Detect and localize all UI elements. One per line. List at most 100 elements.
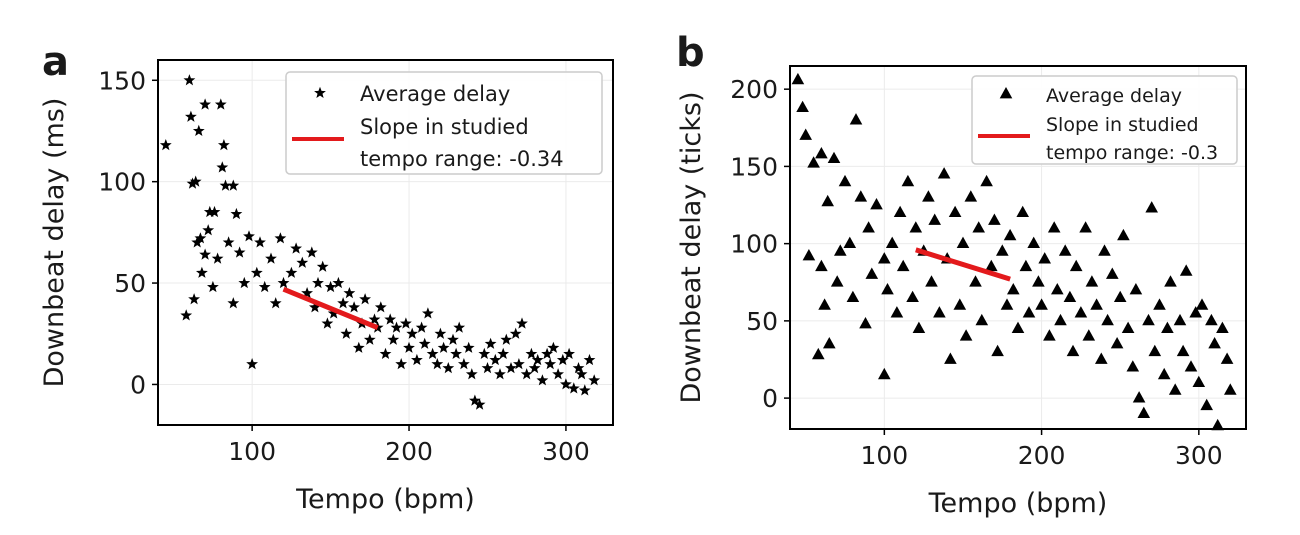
data-point	[838, 174, 852, 187]
data-point	[956, 236, 970, 248]
data-point	[843, 236, 857, 248]
x-axis-label: Tempo (bpm)	[295, 484, 475, 515]
data-point	[906, 290, 919, 303]
data-point	[807, 156, 820, 168]
data-point	[390, 321, 403, 333]
data-point	[1079, 221, 1092, 233]
data-point	[560, 378, 572, 390]
data-point	[238, 276, 251, 289]
data-point	[1184, 360, 1198, 372]
y-tick-label: 0	[762, 384, 778, 413]
data-point	[1132, 391, 1146, 403]
data-point	[159, 139, 172, 151]
data-point	[505, 362, 517, 374]
data-point	[462, 341, 475, 353]
data-point	[1035, 298, 1048, 310]
data-point	[363, 333, 376, 345]
y-axis-label: Downbeat delay (ticks)	[676, 91, 707, 403]
panel-a: 100 200 300 0 50 100 150 Tempo (bpm) Downbeat de…	[39, 39, 614, 515]
data-point	[489, 353, 502, 366]
data-point	[525, 347, 538, 360]
data-point	[567, 382, 580, 394]
data-point	[400, 317, 412, 329]
legend-label: tempo range: -0.34	[360, 147, 564, 171]
data-point	[337, 297, 349, 309]
y-axis-label: Downbeat delay (ms)	[39, 98, 70, 388]
data-point	[1082, 329, 1096, 341]
data-point	[202, 224, 215, 236]
data-point	[870, 198, 883, 210]
data-point	[1216, 321, 1229, 333]
x-tick-label: 100	[228, 437, 276, 466]
data-point	[258, 280, 271, 293]
data-point	[812, 347, 825, 360]
data-point	[185, 110, 197, 122]
data-point	[250, 266, 263, 278]
data-point	[583, 353, 596, 366]
y-tick-label: 50	[746, 307, 778, 336]
data-point	[878, 367, 891, 380]
data-point	[1153, 298, 1166, 310]
data-point	[1003, 228, 1017, 241]
data-point	[541, 347, 553, 360]
data-point	[1019, 259, 1033, 272]
data-point	[1157, 367, 1171, 380]
data-point	[1016, 205, 1029, 218]
data-point	[1110, 337, 1124, 349]
data-point	[203, 205, 216, 218]
data-point	[290, 242, 302, 254]
y-tick-label: 200	[730, 75, 778, 104]
legend-label: Average delay	[360, 82, 510, 106]
data-point	[305, 246, 318, 258]
data-point	[324, 280, 337, 293]
data-point	[922, 190, 935, 202]
data-point	[944, 352, 957, 364]
x-tick-label: 200	[1018, 441, 1066, 470]
data-point	[343, 287, 356, 299]
data-point	[437, 341, 450, 353]
data-point	[359, 293, 371, 305]
data-point	[478, 347, 491, 360]
data-point	[188, 293, 200, 305]
data-point	[312, 276, 324, 289]
data-point	[1022, 306, 1036, 318]
data-point	[442, 362, 455, 374]
legend: Average delay Slope in studied tempo rang…	[971, 75, 1238, 165]
y-tick-label: 0	[130, 370, 146, 399]
data-point	[815, 259, 828, 272]
data-point	[969, 275, 982, 287]
data-point	[881, 283, 894, 295]
data-point	[575, 368, 588, 380]
data-point	[192, 124, 205, 137]
data-point	[1148, 344, 1162, 357]
data-point	[500, 333, 513, 345]
data-point	[1085, 275, 1099, 287]
legend-box	[971, 75, 1238, 165]
data-point	[796, 100, 809, 113]
data-point	[975, 313, 989, 326]
data-point	[1208, 337, 1221, 349]
data-point	[1058, 244, 1072, 256]
data-point	[384, 313, 397, 325]
data-point	[953, 298, 967, 310]
slope-line	[282, 286, 379, 330]
data-point	[208, 205, 221, 218]
data-point	[980, 174, 993, 187]
data-point	[563, 347, 575, 360]
data-point	[481, 362, 494, 374]
data-point	[823, 337, 836, 349]
data-point	[254, 236, 266, 248]
data-point	[1224, 383, 1237, 395]
data-point	[547, 341, 560, 353]
x-tick-label: 300	[1175, 441, 1223, 470]
data-point	[1090, 298, 1103, 310]
y-tick-label: 100	[98, 168, 146, 197]
data-point	[316, 260, 329, 272]
data-point	[186, 177, 199, 189]
data-point	[964, 190, 978, 202]
data-point	[972, 221, 985, 233]
data-point	[516, 317, 528, 329]
data-point	[544, 358, 557, 370]
data-point	[1142, 313, 1155, 326]
data-point	[909, 221, 923, 233]
